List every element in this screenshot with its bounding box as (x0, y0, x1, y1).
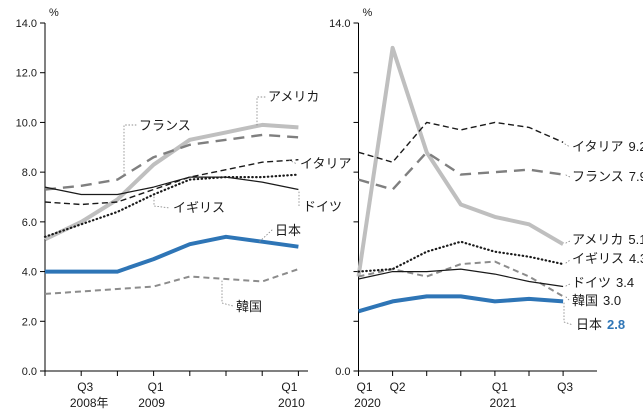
series-line-france-left (44, 133, 299, 191)
series-line-japan-right (357, 294, 564, 314)
series-label-germany-right: ドイツ 3.4 (572, 275, 634, 290)
leader-line-germany-left (298, 191, 302, 207)
series-label-us-right: アメリカ 5.1 (572, 232, 643, 247)
series-label-korea-right: 韓国 3.0 (572, 293, 621, 308)
x-tick-label-quarter: Q2 (390, 380, 406, 394)
series-label-uk-left: イギリス (173, 200, 225, 215)
x-tick-label-year: 2021 (490, 396, 517, 410)
series-label-japan-left: 日本 (275, 223, 301, 238)
leader-line-germany-right (565, 283, 571, 287)
series-line-us-right (356, 45, 565, 277)
series-label-italy-left: イタリア (300, 156, 351, 171)
x-tick-label-quarter: Q1 (148, 380, 164, 394)
series-label-germany-left: ドイツ (303, 199, 342, 214)
series-line-germany-left (44, 176, 299, 196)
series-line-japan-left (45, 234, 299, 274)
y-tick-label: 2.0 (22, 316, 37, 328)
y-tick-label: 12.0 (16, 68, 37, 80)
leader-line-france-right (565, 174, 571, 178)
leader-line-korea-left (221, 280, 234, 307)
series-label-italy-right: イタリア 9.2 (572, 139, 643, 154)
y-axis-unit-percent: % (363, 7, 373, 19)
x-tick-label-year: 2008年 (70, 396, 109, 410)
y-tick-label: 14.0 (329, 18, 350, 30)
leader-line-france-left (123, 124, 137, 178)
x-tick-label-quarter: Q1 (492, 380, 508, 394)
series-label-france-left: フランス (139, 118, 191, 133)
x-tick-label-quarter: Q3 (77, 380, 93, 394)
series-label-korea-left: 韓国 (236, 299, 262, 314)
y-tick-label: 6.0 (22, 217, 37, 229)
series-line-germany-right (358, 268, 564, 288)
y-tick-label: 14.0 (16, 18, 37, 30)
series-line-italy-right (358, 121, 564, 163)
y-tick-label: 4.0 (22, 267, 37, 279)
leader-line-italy-right (564, 143, 571, 148)
x-tick-label-quarter: Q1 (281, 380, 297, 394)
series-line-france-right (358, 151, 564, 191)
x-tick-label-year: 2020 (354, 396, 381, 410)
y-tick-label: 0.0 (22, 366, 37, 378)
leader-line-uk-right (565, 259, 571, 264)
y-tick-label: 0.0 (335, 366, 350, 378)
x-tick-label-year: 2009 (138, 396, 165, 410)
x-tick-label-quarter: Q1 (356, 380, 372, 394)
x-tick-label-quarter: Q3 (557, 380, 573, 394)
x-tick-label-year: 2010 (278, 396, 305, 410)
series-line-italy-left (44, 159, 299, 206)
y-axis-unit-percent: % (49, 7, 59, 19)
series-line-uk-right (357, 240, 565, 273)
left-chart-panel: % 0.0 2.0 4.0 6.0 8.0 10.0 12.0 14.0 Q3 2008年 Q1 200… (16, 7, 352, 410)
leader-line-korea-right (565, 296, 571, 302)
series-label-japan-right: 日本 2.8 (576, 317, 625, 332)
leader-line-us-left (256, 96, 266, 126)
leader-line-uk-left (153, 196, 171, 209)
series-label-us-left: アメリカ (268, 89, 319, 104)
leader-line-japan-right (563, 302, 574, 326)
leader-line-japan-left (257, 229, 273, 244)
leader-line-us-right (565, 240, 571, 244)
series-line-korea-right (358, 260, 564, 298)
series-line-uk-left (43, 173, 300, 238)
leader-line-italy-left (288, 159, 298, 165)
y-tick-label: 8.0 (22, 167, 37, 179)
y-tick-label: 10.0 (16, 117, 37, 129)
series-line-korea-left (44, 268, 299, 295)
